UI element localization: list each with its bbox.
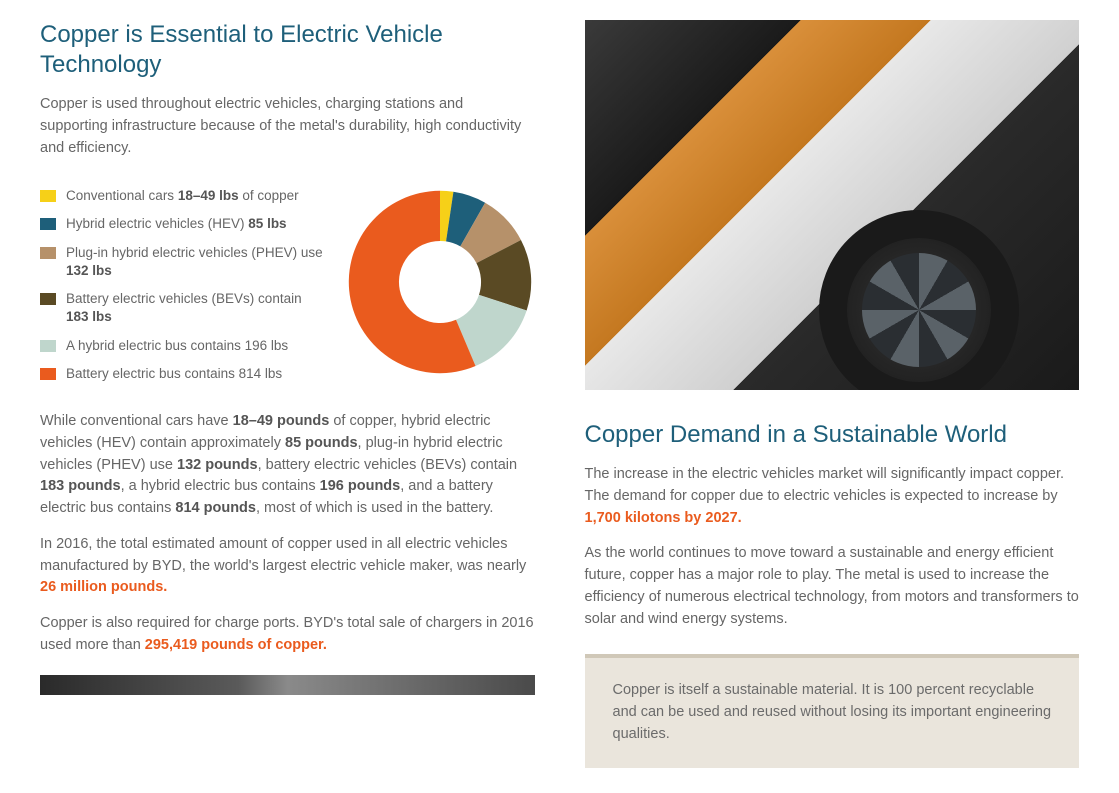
legend-label: Battery electric vehicles (BEVs) contain… [66,290,325,326]
chart-block: Conventional cars 18–49 lbs of copper Hyb… [40,187,535,383]
right-para-1: The increase in the electric vehicles ma… [585,464,1080,529]
legend-swatch [40,368,56,380]
callout-text: Copper is itself a sustainable material.… [613,680,1052,745]
legend-item: Battery electric vehicles (BEVs) contain… [40,290,325,326]
left-heading: Copper is Essential to Electric Vehicle … [40,20,535,80]
legend-swatch [40,218,56,230]
right-heading: Copper Demand in a Sustainable World [585,420,1080,450]
legend-label: A hybrid electric bus contains 196 lbs [66,337,288,355]
legend-label: Plug-in hybrid electric vehicles (PHEV) … [66,244,325,280]
legend-swatch [40,190,56,202]
legend-swatch [40,247,56,259]
bottom-image-strip [40,675,535,695]
legend-item: Battery electric bus contains 814 lbs [40,365,325,383]
left-para-1: While conventional cars have 18–49 pound… [40,411,535,520]
vehicle-cutaway-image [585,20,1080,390]
legend-item: A hybrid electric bus contains 196 lbs [40,337,325,355]
legend-item: Hybrid electric vehicles (HEV) 85 lbs [40,215,325,233]
right-para-2: As the world continues to move toward a … [585,543,1080,630]
legend-label: Hybrid electric vehicles (HEV) 85 lbs [66,215,287,233]
donut-chart [345,187,535,377]
wheel-graphic [819,210,1019,390]
chart-legend: Conventional cars 18–49 lbs of copper Hyb… [40,187,325,383]
legend-item: Conventional cars 18–49 lbs of copper [40,187,325,205]
left-column: Copper is Essential to Electric Vehicle … [40,20,535,768]
legend-item: Plug-in hybrid electric vehicles (PHEV) … [40,244,325,280]
legend-label: Conventional cars 18–49 lbs of copper [66,187,299,205]
callout-box: Copper is itself a sustainable material.… [585,654,1080,767]
legend-swatch [40,293,56,305]
left-para-2: In 2016, the total estimated amount of c… [40,534,535,599]
left-intro: Copper is used throughout electric vehic… [40,94,535,159]
right-column: Copper Demand in a Sustainable World The… [585,20,1080,768]
legend-label: Battery electric bus contains 814 lbs [66,365,282,383]
left-para-3: Copper is also required for charge ports… [40,613,535,657]
legend-swatch [40,340,56,352]
